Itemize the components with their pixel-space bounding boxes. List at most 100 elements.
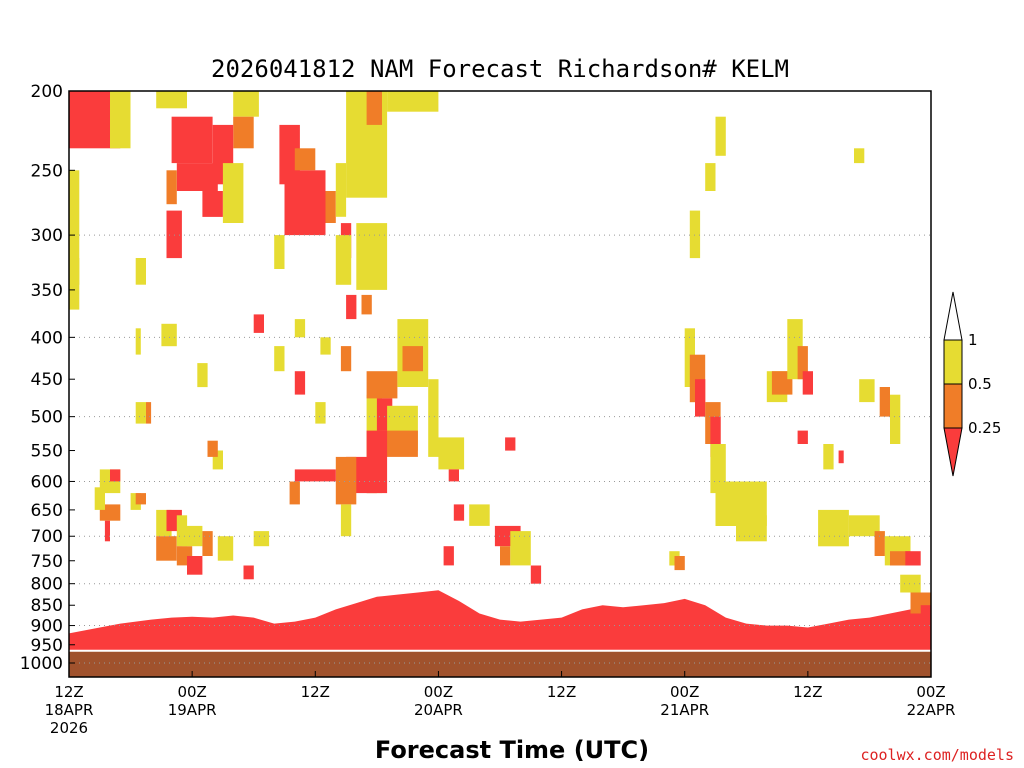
ri-cell-high-83	[510, 531, 531, 566]
ri-cell-orange-55	[289, 481, 300, 505]
ri-cell-low-12	[166, 210, 182, 259]
ri-cell-high-86	[669, 551, 680, 566]
ri-cell-high-38	[294, 319, 306, 338]
ri-cell-high-98	[705, 163, 716, 191]
x-tick-label-24-1: 12Z	[301, 683, 330, 701]
ground-layer	[69, 650, 931, 677]
ri-cell-high-107	[818, 509, 849, 547]
y-axis: 200 250 300 350 400 450 500 550 600 650 700 750 8008…	[20, 82, 75, 674]
ri-cell-orange-114	[879, 387, 890, 417]
ri-cell-low-8	[176, 163, 218, 191]
ri-cell-high-116	[854, 148, 865, 164]
x-tick-label-12-1: 00Z	[177, 683, 206, 701]
x-tick-label-0-2: 18APR	[45, 701, 94, 719]
ri-cell-high-115	[890, 394, 901, 444]
ri-cell-high-49	[428, 379, 439, 457]
ri-cell-high-93	[710, 444, 726, 494]
x-tick-label-36-2: 20APR	[414, 701, 463, 719]
ri-cell-high-26	[274, 235, 285, 269]
ri-cell-orange-59	[207, 440, 218, 457]
ri-cell-orange-23	[361, 294, 372, 315]
legend-label-1: 1	[968, 331, 978, 349]
ri-cell-high-106	[823, 444, 834, 470]
ri-cell-high-108	[848, 515, 880, 537]
ri-cell-orange-82	[500, 546, 511, 566]
ri-cell-orange-68	[156, 536, 177, 561]
ri-cell-orange-52	[335, 456, 357, 505]
y-tick-label-450: 450	[31, 370, 63, 390]
ri-cell-high-113	[859, 379, 875, 403]
ri-cell-orange-109	[874, 531, 885, 556]
ri-cell-high-28	[135, 258, 146, 285]
watermark: coolwx.com/models	[860, 746, 1014, 764]
x-tick-label-12-2: 19APR	[168, 701, 217, 719]
ri-cell-high-117	[900, 574, 921, 593]
legend-label-0.5: 0.5	[968, 375, 992, 393]
legend-label-0.25: 0.25	[968, 419, 1001, 437]
ri-cell-high-34	[197, 363, 208, 388]
ri-cell-high-58	[212, 450, 223, 470]
ri-cell-high-29	[69, 235, 80, 285]
ri-cell-low-7	[171, 116, 213, 164]
ri-cell-high-5	[233, 91, 259, 117]
legend-swatch-below-0.25	[943, 427, 963, 477]
ri-cell-orange-40	[340, 346, 352, 372]
boundary-layer-low-ri	[69, 590, 931, 651]
ri-cell-orange-16	[294, 148, 316, 171]
ri-cell-high-80	[469, 504, 490, 526]
x-tick-label-0-3: 2026	[50, 719, 88, 737]
ri-cell-high-2	[69, 170, 80, 236]
ri-cell-high-21	[387, 91, 439, 112]
ri-cell-low-78	[443, 546, 454, 566]
ri-cell-orange-6	[233, 116, 254, 149]
ri-cell-low-104	[797, 430, 808, 444]
ri-cell-orange-20	[366, 91, 382, 125]
ri-cell-high-97	[715, 116, 726, 156]
ri-cell-low-105	[838, 450, 844, 464]
x-tick-label-60-2: 21APR	[660, 701, 709, 719]
ri-cell-high-41	[315, 402, 326, 424]
ri-cell-high-18	[335, 163, 347, 217]
ri-cell-low-61	[110, 469, 121, 482]
ri-cell-low-63	[104, 520, 110, 542]
ri-cell-low-84	[530, 565, 542, 584]
ri-cell-low-79	[453, 504, 465, 521]
legend-swatch-0.25-0.5	[943, 383, 963, 429]
y-tick-label-800: 800	[31, 575, 63, 595]
y-tick-label-600: 600	[31, 472, 63, 492]
ri-cell-high-96	[689, 210, 701, 259]
ri-cell-high-1	[110, 91, 131, 149]
ri-cell-low-35	[253, 314, 264, 333]
ri-cell-orange-74	[202, 531, 213, 556]
y-tick-label-200: 200	[31, 82, 63, 102]
ri-cell-high-30	[135, 328, 141, 355]
x-axis-label: Forecast Time (UTC)	[375, 736, 649, 764]
ri-cell-high-95	[736, 515, 767, 542]
y-tick-label-500: 500	[31, 408, 63, 428]
ri-cell-high-36	[274, 346, 285, 372]
ri-cell-orange-43	[366, 371, 398, 399]
x-tick-label-72-1: 12Z	[793, 683, 822, 701]
x-tick-label-84-2: 22APR	[907, 701, 956, 719]
ri-cell-high-39	[320, 337, 331, 355]
plot-frame	[68, 90, 932, 678]
grid-lines	[69, 234, 931, 664]
y-tick-label-650: 650	[31, 501, 63, 521]
ri-cell-low-92	[710, 416, 721, 457]
y-tick-label-550: 550	[31, 442, 63, 462]
ri-cell-orange-17	[325, 191, 336, 223]
ri-cell-orange-66	[135, 493, 146, 505]
ri-cell-orange-87	[674, 556, 685, 571]
x-tick-label-84-1: 00Z	[916, 683, 945, 701]
x-tick-label-36-1: 00Z	[424, 683, 453, 701]
y-tick-label-950: 950	[31, 636, 63, 656]
x-tick-label-0-1: 12Z	[54, 683, 83, 701]
legend-swatch-0.5-1	[943, 339, 963, 385]
ri-cell-low-15	[279, 124, 300, 185]
x-tick-label-60-1: 00Z	[670, 683, 699, 701]
ri-cell-high-27	[335, 235, 352, 285]
y-tick-label-1000: 1000	[20, 654, 63, 674]
ri-cell-high-11	[222, 163, 244, 223]
ri-cell-low-24	[346, 294, 357, 320]
